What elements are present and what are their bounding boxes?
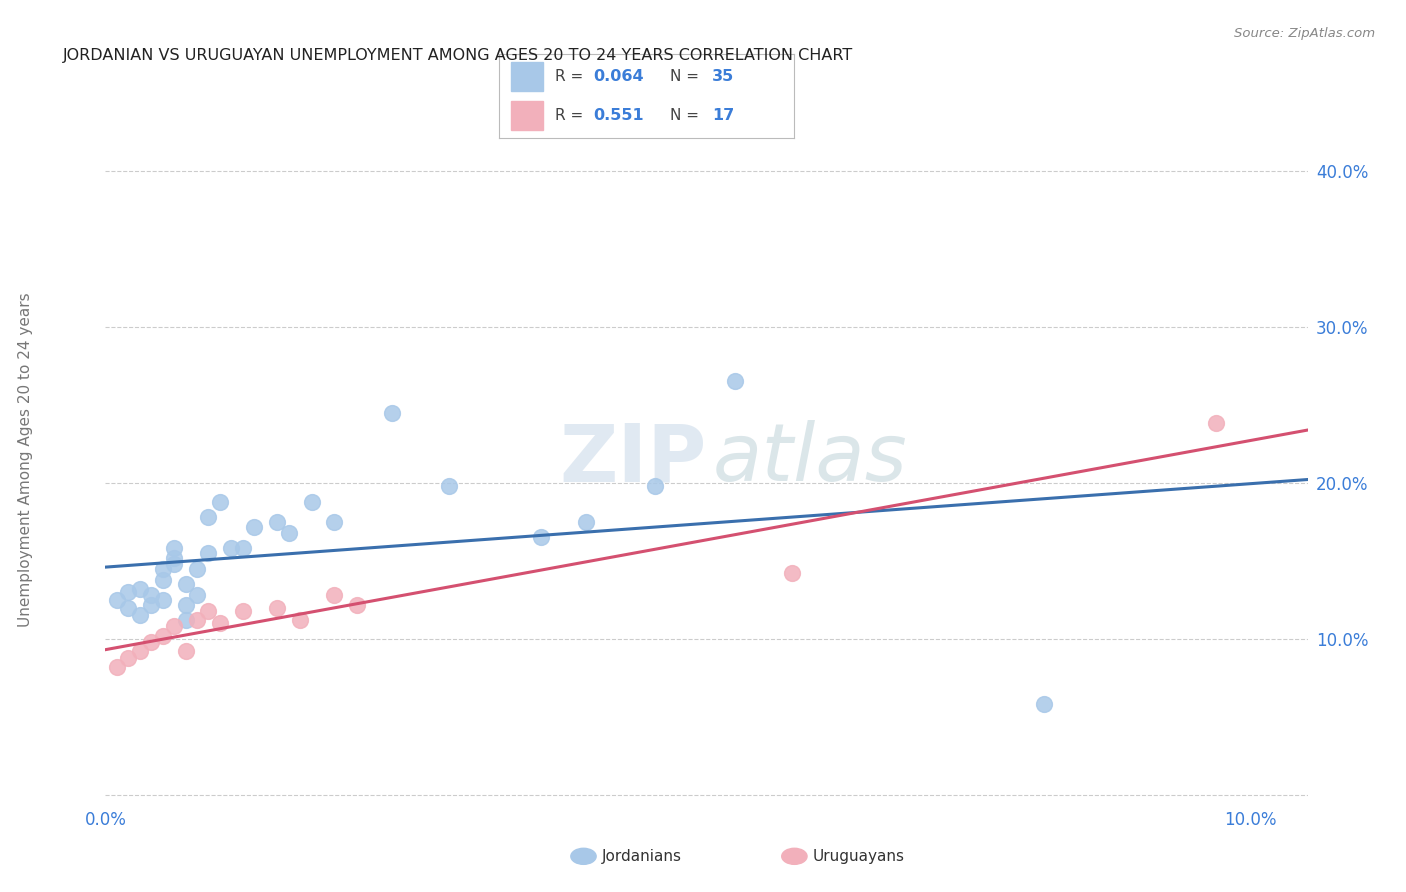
Point: [152, 629, 174, 643]
Point: [186, 562, 208, 576]
Point: [782, 566, 804, 581]
Point: [174, 644, 197, 658]
Point: [1205, 417, 1227, 431]
Point: [323, 588, 346, 602]
Point: [152, 592, 174, 607]
Point: [186, 588, 208, 602]
Point: [117, 585, 139, 599]
Text: JORDANIAN VS URUGUAYAN UNEMPLOYMENT AMONG AGES 20 TO 24 YEARS CORRELATION CHART: JORDANIAN VS URUGUAYAN UNEMPLOYMENT AMON…: [63, 48, 853, 62]
Point: [208, 494, 231, 508]
Point: [277, 525, 299, 540]
Point: [128, 608, 150, 623]
Text: 35: 35: [711, 69, 734, 84]
Point: [186, 613, 208, 627]
Point: [117, 600, 139, 615]
Text: R =: R =: [555, 108, 593, 123]
Point: [724, 375, 747, 389]
Point: [644, 479, 666, 493]
Text: 0.551: 0.551: [593, 108, 644, 123]
Point: [163, 557, 186, 571]
Bar: [510, 101, 543, 130]
Point: [174, 613, 197, 627]
Point: [105, 660, 128, 674]
Point: [128, 582, 150, 596]
Text: Uruguayans: Uruguayans: [813, 849, 904, 863]
Point: [266, 515, 288, 529]
Text: R =: R =: [555, 69, 588, 84]
Point: [208, 616, 231, 631]
Point: [243, 519, 266, 533]
Point: [163, 550, 186, 565]
Point: [1033, 698, 1056, 712]
Text: Jordanians: Jordanians: [602, 849, 682, 863]
Point: [174, 598, 197, 612]
Point: [117, 650, 139, 665]
Point: [174, 577, 197, 591]
Point: [232, 604, 254, 618]
Text: atlas: atlas: [713, 420, 907, 499]
Point: [381, 405, 404, 420]
Point: [437, 479, 460, 493]
Point: [575, 515, 598, 529]
Point: [529, 530, 551, 544]
Text: N =: N =: [671, 108, 704, 123]
Point: [221, 541, 243, 556]
Point: [232, 541, 254, 556]
Point: [141, 635, 163, 649]
Point: [288, 613, 311, 627]
Text: Unemployment Among Ages 20 to 24 years: Unemployment Among Ages 20 to 24 years: [18, 292, 32, 627]
Point: [197, 510, 219, 524]
Text: 0.064: 0.064: [593, 69, 644, 84]
Point: [323, 515, 346, 529]
Bar: [510, 62, 543, 91]
Point: [105, 592, 128, 607]
Point: [346, 598, 368, 612]
Point: [301, 494, 323, 508]
Point: [141, 598, 163, 612]
Point: [128, 644, 150, 658]
Text: Source: ZipAtlas.com: Source: ZipAtlas.com: [1234, 28, 1375, 40]
Point: [197, 546, 219, 560]
Point: [197, 604, 219, 618]
Point: [163, 619, 186, 633]
Text: N =: N =: [671, 69, 704, 84]
Point: [266, 600, 288, 615]
Text: 17: 17: [711, 108, 734, 123]
Point: [163, 541, 186, 556]
Point: [152, 562, 174, 576]
Point: [152, 573, 174, 587]
Point: [141, 588, 163, 602]
Text: ZIP: ZIP: [560, 420, 707, 499]
